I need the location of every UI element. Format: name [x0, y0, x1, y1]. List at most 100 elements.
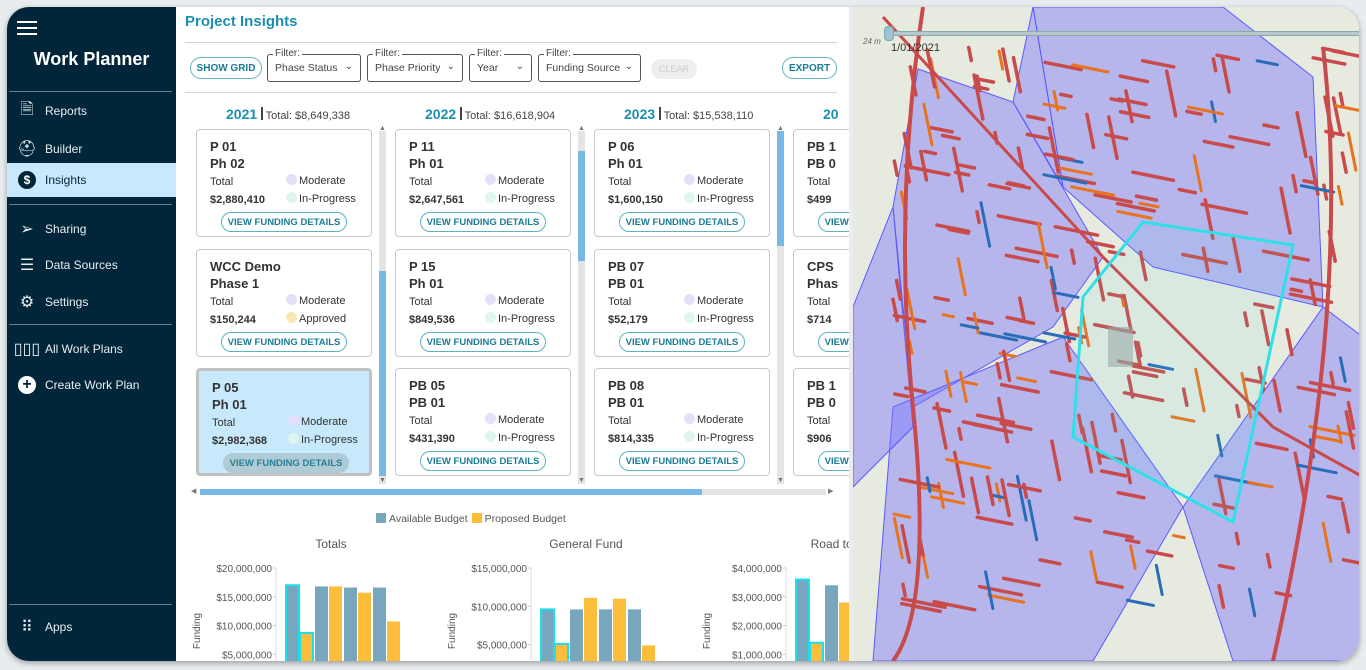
legend-item-available[interactable]: Available Budget [376, 513, 468, 525]
sidebar-item-all-work-plans[interactable]: ▯▯▯ All Work Plans [7, 332, 176, 366]
project-card[interactable]: P 11 Ph 01 Total $2,647,561 Moderate In-… [395, 129, 571, 237]
view-funding-details-button[interactable]: VIEW FUNDING DETAILS [619, 451, 745, 471]
scroll-up-arrow-icon[interactable]: ▲ [379, 125, 386, 132]
selected-area-outline[interactable] [1071, 220, 1295, 525]
proposed-budget-bar[interactable] [809, 641, 824, 661]
project-card[interactable]: PB 1 PB 0 Total $499 VIEW FUNDING DETAIL… [793, 129, 849, 237]
proposed-budget-bar[interactable] [299, 631, 314, 661]
hamburger-menu-icon[interactable] [17, 21, 37, 39]
scroll-left-arrow-icon[interactable]: ◀ [191, 488, 197, 495]
available-budget-bar[interactable] [315, 586, 328, 661]
project-card[interactable]: CPS Phas Total $714 VIEW FUNDING DETAILS [793, 249, 849, 357]
sidebar-item-insights[interactable]: $ Insights [7, 163, 176, 197]
clear-button[interactable]: CLEAR [651, 59, 697, 79]
filter-funding-source[interactable]: Filter: Funding Source ⌄ [538, 48, 641, 82]
available-budget-bar[interactable] [285, 584, 300, 661]
sidebar-item-settings[interactable]: ⚙ Settings [7, 285, 176, 319]
proposed-budget-bar[interactable] [387, 621, 400, 661]
sidebar-item-builder[interactable]: ⛑ Builder [7, 132, 176, 166]
proposed-budget-bar[interactable] [554, 642, 569, 661]
project-card[interactable]: P 01 Ph 02 Total $2,880,410 Moderate In-… [196, 129, 372, 237]
sidebar-item-reports[interactable]: 🗎 Reports [7, 94, 176, 128]
scroll-up-arrow-icon[interactable]: ▲ [578, 125, 585, 132]
time-slider-track[interactable] [888, 31, 1359, 36]
view-funding-details-button[interactable]: VIEW FUNDING DETAILS [420, 212, 546, 232]
column-scrollbar[interactable] [777, 131, 784, 484]
column-scrollbar[interactable] [578, 131, 585, 484]
view-funding-details-button[interactable]: VIEW FUNDING DETAILS [818, 451, 849, 471]
legend-item-proposed[interactable]: Proposed Budget [471, 513, 566, 525]
view-funding-details-button[interactable]: VIEW FUNDING DETAILS [223, 453, 349, 473]
road-segment [999, 421, 1033, 431]
proposed-budget-bar[interactable] [584, 597, 597, 661]
view-funding-details-button[interactable]: VIEW FUNDING DETAILS [619, 212, 745, 232]
road-segment [1015, 474, 1028, 522]
scroll-right-arrow-icon[interactable]: ▶ [828, 488, 834, 495]
filter-year[interactable]: Filter: Year ⌄ [469, 48, 532, 82]
view-funding-details-button[interactable]: VIEW FUNDING DETAILS [420, 451, 546, 471]
road-segment [1042, 102, 1067, 110]
sidebar-item-sharing[interactable]: ➢ Sharing [7, 212, 176, 246]
view-funding-details-button[interactable]: VIEW FUNDING DETAILS [619, 332, 745, 352]
road-segment [922, 102, 934, 147]
sidebar-item-apps[interactable]: ⠿ Apps [7, 610, 176, 644]
y-tick-label: $3,000,000 [732, 593, 782, 604]
map-region[interactable] [872, 336, 1184, 661]
project-card[interactable]: PB 1 PB 0 Total $906 VIEW FUNDING DETAIL… [793, 368, 849, 476]
scroll-down-arrow-icon[interactable]: ▼ [578, 477, 585, 484]
project-card[interactable]: P 15 Ph 01 Total $849,536 Moderate In-Pr… [395, 249, 571, 357]
horizontal-scrollbar[interactable] [200, 489, 826, 495]
proposed-budget-bar[interactable] [358, 592, 371, 661]
scroll-up-arrow-icon[interactable]: ▲ [777, 125, 784, 132]
scroll-down-arrow-icon[interactable]: ▼ [379, 477, 386, 484]
view-funding-details-button[interactable]: VIEW FUNDING DETAILS [818, 212, 849, 232]
project-card[interactable]: WCC Demo Phase 1 Total $150,244 Moderate… [196, 249, 372, 357]
filter-phase-priority[interactable]: Filter: Phase Priority ⌄ [367, 48, 463, 82]
project-card[interactable]: PB 08 PB 01 Total $814,335 Moderate In-P… [594, 368, 770, 476]
available-budget-bar[interactable] [373, 587, 386, 661]
proposed-budget-bar[interactable] [642, 645, 655, 661]
available-budget-bar[interactable] [825, 585, 838, 661]
available-budget-bar[interactable] [599, 609, 612, 661]
export-button[interactable]: EXPORT [782, 57, 837, 79]
view-funding-details-button[interactable]: VIEW FUNDING DETAILS [818, 332, 849, 352]
road-segment [903, 164, 951, 177]
priority-label: Moderate [697, 414, 744, 426]
scrollbar-thumb[interactable] [777, 131, 784, 246]
available-budget-bar[interactable] [570, 609, 583, 661]
view-funding-details-button[interactable]: VIEW FUNDING DETAILS [221, 332, 347, 352]
available-budget-bar[interactable] [795, 578, 810, 662]
project-card[interactable]: P 06 Ph 01 Total $1,600,150 Moderate In-… [594, 129, 770, 237]
scrollbar-thumb[interactable] [200, 489, 702, 495]
time-slider-handle[interactable] [884, 26, 894, 41]
road-segment [1129, 544, 1137, 570]
show-grid-button[interactable]: SHOW GRID [190, 57, 262, 79]
filter-phase-status[interactable]: Filter: Phase Status ⌄ [267, 48, 361, 82]
chevron-down-icon: ⌄ [624, 61, 633, 72]
scrollbar-thumb[interactable] [379, 271, 386, 476]
map-view[interactable]: 24 m 1/01/2021 [849, 7, 1359, 661]
project-card[interactable]: PB 07 PB 01 Total $52,179 Moderate In-Pr… [594, 249, 770, 357]
sidebar-item-create-work-plan[interactable]: + Create Work Plan [7, 368, 176, 402]
view-funding-details-button[interactable]: VIEW FUNDING DETAILS [221, 212, 347, 232]
road-segment [1138, 250, 1148, 282]
scroll-down-arrow-icon[interactable]: ▼ [777, 477, 784, 484]
view-funding-details-button[interactable]: VIEW FUNDING DETAILS [420, 332, 546, 352]
proposed-budget-bar[interactable] [839, 602, 849, 662]
scrollbar-thumb[interactable] [578, 151, 585, 261]
filter-value: Phase Priority [375, 62, 441, 74]
available-budget-bar[interactable] [628, 609, 641, 661]
phase-name: PB 01 [608, 276, 645, 291]
available-budget-bar[interactable] [344, 587, 357, 661]
sidebar-item-data-sources[interactable]: ☰ Data Sources [7, 248, 176, 282]
proposed-budget-bar[interactable] [329, 586, 342, 661]
project-card[interactable]: P 05 Ph 01 Total $2,982,368 Moderate In-… [196, 368, 372, 476]
proposed-budget-bar[interactable] [613, 598, 626, 661]
road-segment [1005, 315, 1024, 323]
available-budget-bar[interactable] [540, 608, 555, 661]
priority-dot [286, 174, 297, 185]
project-card[interactable]: PB 05 PB 01 Total $431,390 Moderate In-P… [395, 368, 571, 476]
column-scrollbar[interactable] [379, 131, 386, 484]
map-region[interactable] [1182, 306, 1359, 661]
map-canvas[interactable] [853, 7, 1359, 661]
